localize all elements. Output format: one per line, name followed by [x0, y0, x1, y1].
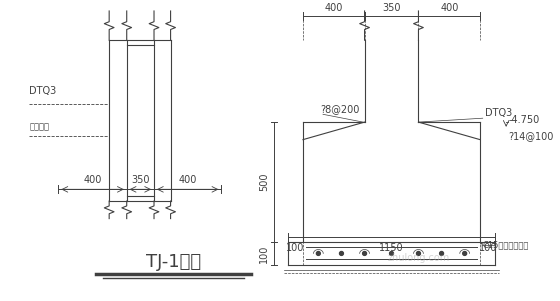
Text: 400: 400: [440, 3, 459, 13]
Text: ?14@100: ?14@100: [508, 131, 553, 141]
Circle shape: [339, 252, 343, 256]
Text: C15素混凝土庞层: C15素混凝土庞层: [482, 240, 529, 250]
Text: 1150: 1150: [379, 243, 404, 253]
Text: 100: 100: [259, 244, 269, 263]
Text: 400: 400: [83, 175, 102, 185]
Text: ?8@200: ?8@200: [320, 104, 360, 114]
Circle shape: [417, 252, 421, 256]
Circle shape: [463, 252, 466, 256]
Text: DTQ3: DTQ3: [485, 108, 512, 118]
Circle shape: [363, 252, 366, 256]
Circle shape: [440, 252, 444, 256]
Text: 100: 100: [286, 243, 305, 253]
Text: 400: 400: [179, 175, 197, 185]
Circle shape: [390, 252, 394, 256]
Text: 100: 100: [479, 243, 497, 253]
Text: 350: 350: [382, 3, 401, 13]
Text: DTQ3: DTQ3: [29, 86, 57, 96]
Text: 350: 350: [131, 175, 150, 185]
Circle shape: [316, 252, 320, 256]
Text: 500: 500: [259, 172, 269, 191]
Text: 条基边线: 条基边线: [29, 122, 49, 131]
Text: -4.750: -4.750: [508, 115, 539, 125]
Text: TJ-1大样: TJ-1大样: [146, 253, 201, 272]
Text: 400: 400: [325, 3, 343, 13]
Text: zhulong.com: zhulong.com: [388, 253, 450, 262]
